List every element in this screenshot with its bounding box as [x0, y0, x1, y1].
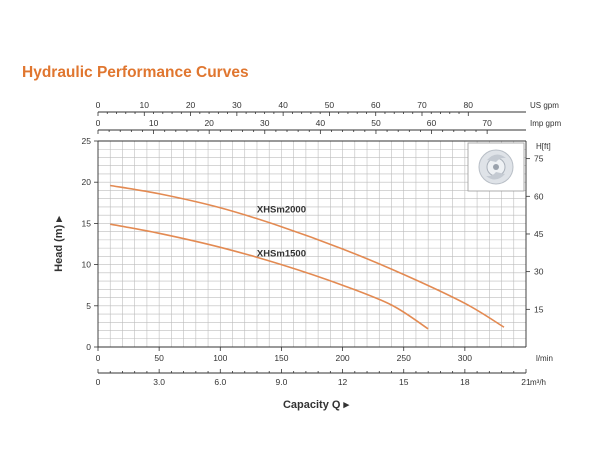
secondary-x-tick-label: 20 — [204, 118, 214, 128]
chart-title: Hydraulic Performance Curves — [22, 64, 249, 81]
secondary-x-tick-label: 60 — [371, 100, 381, 110]
secondary-x-tick-label: 60 — [427, 118, 437, 128]
secondary-x-tick-label: 0 — [96, 118, 101, 128]
y-tick-label: 0 — [86, 342, 91, 352]
x-tick-label: 100 — [213, 353, 227, 363]
x-tick-label: 300 — [458, 353, 472, 363]
secondary-x-tick-label: 21 — [521, 377, 531, 387]
secondary-x-tick-label: 30 — [232, 100, 242, 110]
pump-image — [467, 142, 525, 192]
secondary-x-tick-label: 70 — [417, 100, 427, 110]
secondary-x-tick-label: 3.0 — [153, 377, 165, 387]
secondary-x-unit-label: Imp gpm — [530, 119, 561, 128]
secondary-x-tick-label: 0 — [96, 377, 101, 387]
secondary-x-tick-label: 50 — [325, 100, 335, 110]
y-tick-label: 20 — [82, 177, 92, 187]
secondary-x-unit-label: US gpm — [530, 101, 559, 110]
secondary-x-tick-label: 18 — [460, 377, 470, 387]
secondary-x-tick-label: 40 — [316, 118, 326, 128]
y-tick-label: 15 — [82, 218, 92, 228]
secondary-x-tick-label: 30 — [260, 118, 270, 128]
secondary-x-tick-label: 12 — [338, 377, 348, 387]
secondary-x-tick-label: 10 — [140, 100, 150, 110]
secondary-x-tick-label: 80 — [464, 100, 474, 110]
secondary-x-tick-label: 9.0 — [276, 377, 288, 387]
x-unit-label: l/min — [536, 354, 553, 363]
secondary-x-tick-label: 40 — [278, 100, 288, 110]
grid — [97, 140, 527, 348]
secondary-x-tick-label: 10 — [149, 118, 159, 128]
secondary-x-tick-label: 0 — [96, 100, 101, 110]
y-right-tick-label: 45 — [534, 229, 544, 239]
secondary-x-unit-label: m³/h — [530, 378, 546, 387]
y-tick-label: 25 — [82, 136, 92, 146]
x-tick-label: 200 — [335, 353, 349, 363]
y-right-tick-label: 15 — [534, 304, 544, 314]
secondary-x-tick-label: 6.0 — [214, 377, 226, 387]
y-right-tick-label: 75 — [534, 154, 544, 164]
axes — [94, 111, 530, 374]
secondary-x-tick-label: 70 — [482, 118, 492, 128]
series-label: XHSm1500 — [257, 249, 306, 260]
y-right-axis-title: H[ft] — [536, 142, 551, 151]
y-tick-label: 5 — [86, 301, 91, 311]
curves — [110, 184, 505, 330]
x-tick-label: 50 — [154, 353, 164, 363]
y-right-tick-label: 60 — [534, 191, 544, 201]
series-label: XHSm2000 — [257, 205, 306, 216]
secondary-x-tick-label: 50 — [371, 118, 381, 128]
secondary-x-tick-label: 20 — [186, 100, 196, 110]
x-tick-label: 150 — [274, 353, 288, 363]
y-tick-label: 10 — [82, 260, 92, 270]
series-curve-xhsm2000 — [110, 184, 505, 328]
x-tick-label: 0 — [96, 353, 101, 363]
y-axis-title: Head (m) ▸ — [53, 216, 65, 272]
x-axis-title: Capacity Q ▸ — [283, 399, 350, 411]
x-tick-label: 250 — [397, 353, 411, 363]
y-right-tick-label: 30 — [534, 267, 544, 277]
secondary-x-tick-label: 15 — [399, 377, 409, 387]
series-curve-xhsm1500 — [110, 223, 429, 330]
